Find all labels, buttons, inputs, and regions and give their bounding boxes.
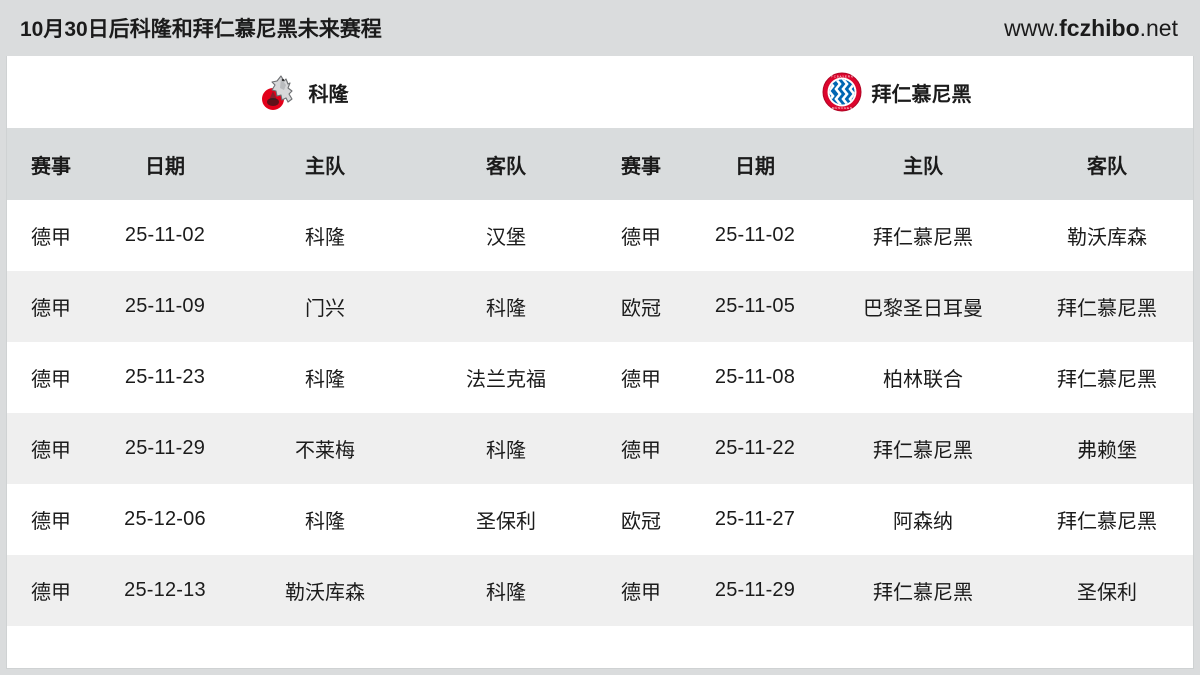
card-footer-space — [7, 647, 1193, 668]
cell-date-right: 25-11-08 — [714, 366, 796, 388]
cell-away-right: 拜仁慕尼黑 — [1057, 511, 1157, 533]
column-header-competition-right: 赛事 — [621, 155, 661, 178]
team-header-right: F C B A Y E R N M Ü N C H E N 拜仁慕尼黑 — [600, 72, 1193, 112]
table-row[interactable]: 德甲 25-11-02 科隆 汉堡 德甲 25-11-02 拜仁慕尼黑 勒沃库森 — [7, 200, 1193, 271]
cell-home-right: 拜仁慕尼黑 — [873, 227, 973, 249]
svg-text:F C B A Y E R N: F C B A Y E R N — [831, 75, 853, 79]
table-row[interactable]: 德甲 25-11-09 门兴 科隆 欧冠 25-11-05 巴黎圣日耳曼 拜仁慕尼黑 — [7, 271, 1193, 342]
fc-koln-crest-icon — [261, 75, 293, 110]
cell-date-right: 25-11-29 — [714, 579, 796, 601]
cell-away-left: 科隆 — [486, 440, 526, 462]
cell-comp-left: 德甲 — [31, 227, 71, 249]
cell-comp-right: 欧冠 — [621, 511, 661, 533]
title-bar: 10月30日后科隆和拜仁慕尼黑未来赛程 www.fczhibo.net — [6, 0, 1194, 56]
cell-date-left: 25-11-09 — [124, 295, 206, 317]
cell-away-right: 勒沃库森 — [1067, 227, 1147, 249]
bayern-munich-crest-icon: F C B A Y E R N M Ü N C H E N — [822, 72, 861, 112]
site-url-prefix: www. — [1004, 14, 1060, 41]
table-row[interactable]: 德甲 25-12-06 科隆 圣保利 欧冠 25-11-27 阿森纳 拜仁慕尼黑 — [7, 484, 1193, 555]
cell-date-left: 25-11-02 — [124, 224, 206, 246]
cell-home-right: 柏林联合 — [883, 369, 963, 391]
column-header-away-right: 客队 — [1087, 155, 1127, 178]
cell-comp-left: 德甲 — [31, 511, 71, 533]
cell-home-right: 巴黎圣日耳曼 — [863, 298, 983, 320]
table-row[interactable]: 德甲 25-11-23 科隆 法兰克福 德甲 25-11-08 柏林联合 拜仁慕尼黑 — [7, 342, 1193, 413]
cell-date-left: 25-11-23 — [124, 366, 206, 388]
column-header-competition-left: 赛事 — [31, 155, 71, 178]
team-logo-band: 科隆 — [7, 56, 1193, 128]
cell-comp-right: 欧冠 — [621, 298, 661, 320]
site-url-suffix: .net — [1139, 14, 1178, 41]
cell-date-right: 25-11-27 — [714, 508, 796, 530]
column-header-home-left: 主队 — [305, 155, 345, 178]
schedule-card: 科隆 — [6, 56, 1194, 669]
column-header-date-left: 日期 — [145, 155, 185, 178]
cell-home-right: 拜仁慕尼黑 — [873, 582, 973, 604]
cell-home-left: 科隆 — [305, 227, 345, 249]
cell-away-left: 汉堡 — [486, 227, 526, 249]
cell-away-right: 圣保利 — [1077, 582, 1137, 604]
team-header-right-inner: F C B A Y E R N M Ü N C H E N 拜仁慕尼黑 — [822, 72, 972, 112]
cell-away-left: 科隆 — [486, 298, 526, 320]
cell-comp-left: 德甲 — [31, 582, 71, 604]
cell-away-left: 科隆 — [486, 582, 526, 604]
cell-away-left: 圣保利 — [476, 511, 536, 533]
table-row[interactable]: 德甲 25-12-13 勒沃库森 科隆 德甲 25-11-29 拜仁慕尼黑 圣保利 — [7, 555, 1193, 626]
cell-date-right: 25-11-22 — [714, 437, 796, 459]
cell-away-right: 弗赖堡 — [1077, 440, 1137, 462]
cell-comp-right: 德甲 — [621, 369, 661, 391]
cell-date-right: 25-11-02 — [714, 224, 796, 246]
cell-home-left: 门兴 — [305, 298, 345, 320]
cell-comp-left: 德甲 — [31, 440, 71, 462]
cell-home-left: 科隆 — [305, 511, 345, 533]
cell-date-right: 25-11-05 — [714, 295, 796, 317]
cell-date-left: 25-12-13 — [124, 579, 206, 601]
page-title: 10月30日后科隆和拜仁慕尼黑未来赛程 — [20, 18, 382, 41]
site-url: www.fczhibo.net — [1004, 15, 1178, 42]
cell-away-right: 拜仁慕尼黑 — [1057, 298, 1157, 320]
cell-date-left: 25-12-06 — [124, 508, 206, 530]
team-name-left: 科隆 — [308, 83, 349, 106]
cell-home-left: 勒沃库森 — [285, 582, 365, 604]
cell-away-left: 法兰克福 — [466, 369, 546, 391]
svg-text:M Ü N C H E N: M Ü N C H E N — [831, 106, 851, 110]
column-header-home-right: 主队 — [903, 155, 943, 178]
column-header-away-left: 客队 — [486, 155, 526, 178]
team-header-left-inner: 科隆 — [259, 72, 349, 112]
cell-home-left: 不莱梅 — [295, 440, 355, 462]
cell-comp-left: 德甲 — [31, 298, 71, 320]
cell-comp-right: 德甲 — [621, 582, 661, 604]
cell-away-right: 拜仁慕尼黑 — [1057, 369, 1157, 391]
site-url-brand: fczhibo — [1059, 14, 1140, 41]
table-row[interactable]: 德甲 25-11-29 不莱梅 科隆 德甲 25-11-22 拜仁慕尼黑 弗赖堡 — [7, 413, 1193, 484]
cell-home-right: 阿森纳 — [893, 511, 953, 533]
cell-comp-right: 德甲 — [621, 227, 661, 249]
cell-home-right: 拜仁慕尼黑 — [873, 440, 973, 462]
cell-date-left: 25-11-29 — [124, 437, 206, 459]
team-header-left: 科隆 — [7, 72, 600, 112]
schedule-rows: 德甲 25-11-02 科隆 汉堡 德甲 25-11-02 拜仁慕尼黑 勒沃库森 德甲 25-11… — [7, 200, 1193, 647]
cell-home-left: 科隆 — [305, 369, 345, 391]
cell-comp-left: 德甲 — [31, 369, 71, 391]
team-name-right: 拜仁慕尼黑 — [871, 83, 972, 106]
column-header-row: 赛事 日期 主队 客队 赛事 日期 主队 客队 — [7, 128, 1193, 200]
column-header-date-right: 日期 — [735, 155, 775, 178]
cell-comp-right: 德甲 — [621, 440, 661, 462]
